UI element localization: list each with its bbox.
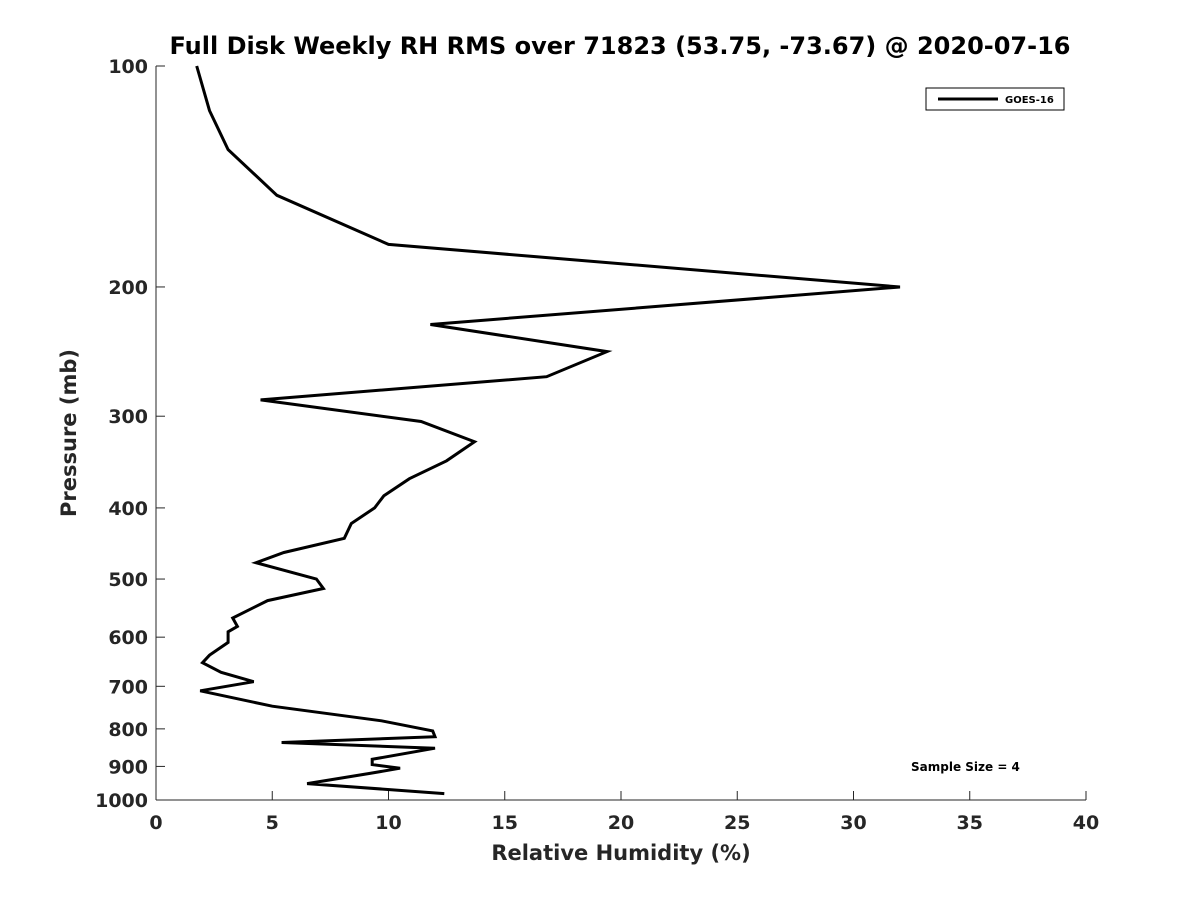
y-tick-label: 300 bbox=[108, 406, 148, 428]
x-tick-label: 40 bbox=[1073, 812, 1099, 834]
series-line-goes-16 bbox=[195, 65, 901, 796]
x-axis-label: Relative Humidity (%) bbox=[491, 841, 750, 865]
y-tick-label: 100 bbox=[108, 56, 148, 78]
y-tick-label: 800 bbox=[108, 719, 148, 741]
x-tick-label: 25 bbox=[724, 812, 750, 834]
y-tick-label: 400 bbox=[108, 498, 148, 520]
sample-size-annotation: Sample Size = 4 bbox=[911, 760, 1020, 774]
y-axis-label: Pressure (mb) bbox=[57, 349, 81, 517]
x-tick-label: 0 bbox=[149, 812, 162, 834]
x-tick-label: 30 bbox=[840, 812, 866, 834]
x-tick-label: 5 bbox=[266, 812, 279, 834]
y-tick-label: 1000 bbox=[95, 790, 148, 812]
x-tick-label: 15 bbox=[492, 812, 518, 834]
x-tick-label: 10 bbox=[375, 812, 401, 834]
y-tick-label: 500 bbox=[108, 569, 148, 591]
y-tick-label: 200 bbox=[108, 277, 148, 299]
x-tick-label: 35 bbox=[957, 812, 983, 834]
x-tick-label: 20 bbox=[608, 812, 634, 834]
y-tick-label: 900 bbox=[108, 756, 148, 778]
y-tick-label: 600 bbox=[108, 627, 148, 649]
legend: GOES-16 bbox=[925, 87, 1065, 111]
y-tick-label: 700 bbox=[108, 676, 148, 698]
chart-title: Full Disk Weekly RH RMS over 71823 (53.7… bbox=[169, 32, 1070, 60]
legend-label-goes-16: GOES-16 bbox=[1005, 95, 1054, 106]
series-layer bbox=[195, 65, 901, 796]
x-ticks: 0 5 10 15 20 25 30 35 40 bbox=[149, 791, 1099, 834]
y-ticks: 100 200 300 400 500 600 700 800 900 1000 bbox=[95, 56, 165, 812]
